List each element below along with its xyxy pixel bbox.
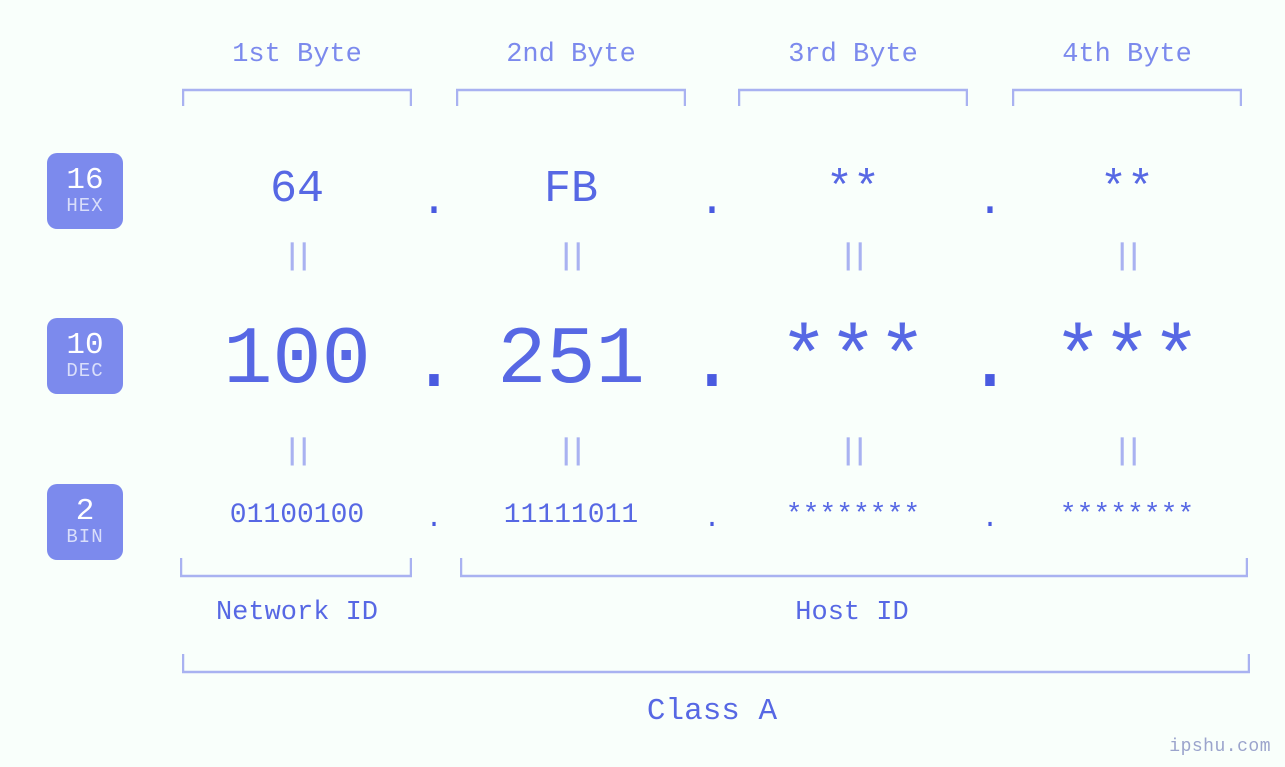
watermark: ipshu.com <box>1169 737 1271 757</box>
hex-byte-1: 64 <box>270 164 324 215</box>
eq-1-4: || <box>1115 240 1139 274</box>
hex-dot-1: . <box>420 176 447 227</box>
bracket-top-1-icon <box>182 86 412 106</box>
dec-base-name: DEC <box>66 362 103 382</box>
byte-2-label: 2nd Byte <box>506 40 636 70</box>
bin-dot-2: . <box>704 504 721 535</box>
bin-byte-1: 01100100 <box>230 500 364 531</box>
eq-2-3: || <box>841 435 865 469</box>
eq-1-2: || <box>559 240 583 274</box>
bracket-class-icon <box>182 654 1250 676</box>
hex-base-name: HEX <box>66 197 103 217</box>
byte-1-label: 1st Byte <box>232 40 362 70</box>
host-id-label: Host ID <box>795 598 908 628</box>
dec-byte-3: *** <box>779 314 927 407</box>
bin-dot-1: . <box>426 504 443 535</box>
bin-byte-4: ******** <box>1060 500 1194 531</box>
byte-4-label: 4th Byte <box>1062 40 1192 70</box>
bin-badge: 2 BIN <box>47 484 123 560</box>
hex-dot-2: . <box>698 176 725 227</box>
dec-dot-1: . <box>409 318 458 411</box>
hex-dot-3: . <box>976 176 1003 227</box>
bin-base-name: BIN <box>66 528 103 548</box>
dec-byte-2: 251 <box>497 314 645 407</box>
bin-dot-3: . <box>982 504 999 535</box>
bin-base-num: 2 <box>76 496 95 529</box>
class-label: Class A <box>647 694 777 729</box>
dec-dot-3: . <box>965 318 1014 411</box>
bracket-network-icon <box>180 558 412 580</box>
dec-byte-1: 100 <box>223 314 371 407</box>
hex-byte-2: FB <box>544 164 598 215</box>
byte-3-label: 3rd Byte <box>788 40 918 70</box>
eq-1-3: || <box>841 240 865 274</box>
dec-byte-4: *** <box>1053 314 1201 407</box>
hex-byte-4: ** <box>1100 164 1154 215</box>
bracket-top-4-icon <box>1012 86 1242 106</box>
bin-byte-2: 11111011 <box>504 500 638 531</box>
dec-dot-2: . <box>687 318 736 411</box>
dec-badge: 10 DEC <box>47 318 123 394</box>
network-id-label: Network ID <box>216 598 378 628</box>
bin-byte-3: ******** <box>786 500 920 531</box>
bracket-top-3-icon <box>738 86 968 106</box>
hex-byte-3: ** <box>826 164 880 215</box>
hex-base-num: 16 <box>66 165 103 198</box>
bracket-top-2-icon <box>456 86 686 106</box>
dec-base-num: 10 <box>66 330 103 363</box>
eq-1-1: || <box>285 240 309 274</box>
hex-badge: 16 HEX <box>47 153 123 229</box>
eq-2-1: || <box>285 435 309 469</box>
eq-2-2: || <box>559 435 583 469</box>
bracket-host-icon <box>460 558 1248 580</box>
eq-2-4: || <box>1115 435 1139 469</box>
